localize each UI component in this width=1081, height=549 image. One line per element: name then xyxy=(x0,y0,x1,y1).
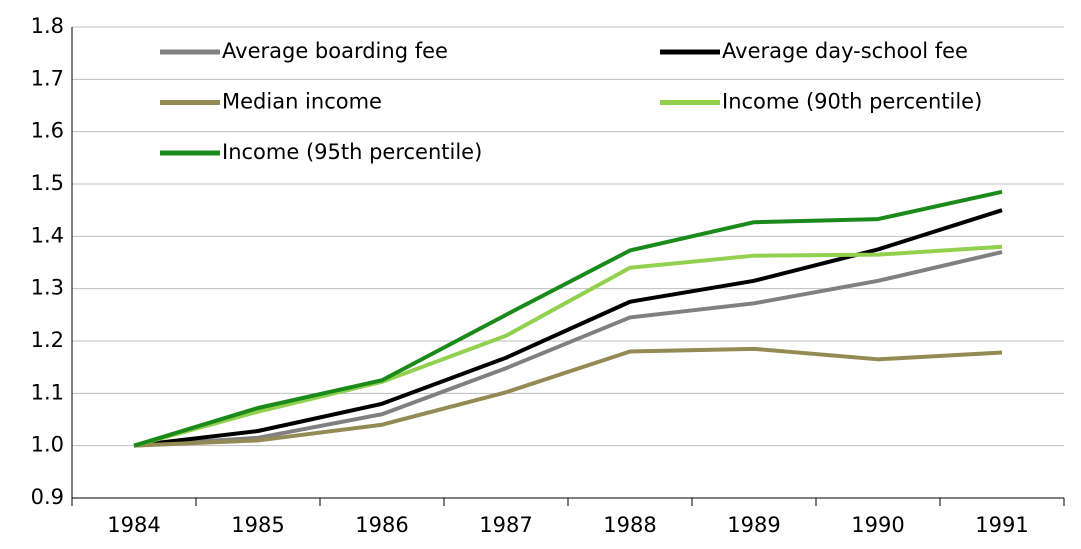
legend-label: Median income xyxy=(222,90,382,114)
y-tick-label: 1.5 xyxy=(31,171,64,195)
x-tick-label: 1985 xyxy=(231,513,284,537)
series-line xyxy=(133,346,1003,448)
y-tick-label: 1.7 xyxy=(31,66,64,90)
y-tick-label: 1.1 xyxy=(31,380,64,404)
y-tick-label: 1.8 xyxy=(31,14,64,38)
x-tick-label: 1984 xyxy=(107,513,160,537)
x-tick-label: 1990 xyxy=(851,513,904,537)
y-tick-label: 1.0 xyxy=(31,433,64,457)
series-line xyxy=(133,189,1003,448)
y-tick-label: 1.4 xyxy=(31,223,64,247)
legend-label: Average day-school fee xyxy=(722,39,968,63)
legend-label: Average boarding fee xyxy=(222,39,448,63)
y-tick-label: 1.2 xyxy=(31,328,64,352)
x-tick-label: 1988 xyxy=(603,513,656,537)
legend-label: Income (95th percentile) xyxy=(222,140,482,164)
y-tick-label: 0.9 xyxy=(31,485,64,509)
y-tick-label: 1.6 xyxy=(31,119,64,143)
x-tick-label: 1987 xyxy=(479,513,532,537)
legend-label: Income (90th percentile) xyxy=(722,90,982,114)
x-tick-label: 1991 xyxy=(975,513,1028,537)
x-tick-label: 1986 xyxy=(355,513,408,537)
series-line xyxy=(133,244,1003,448)
series-line xyxy=(133,250,1003,448)
y-tick-label: 1.3 xyxy=(31,276,64,300)
x-tick-label: 1989 xyxy=(727,513,780,537)
